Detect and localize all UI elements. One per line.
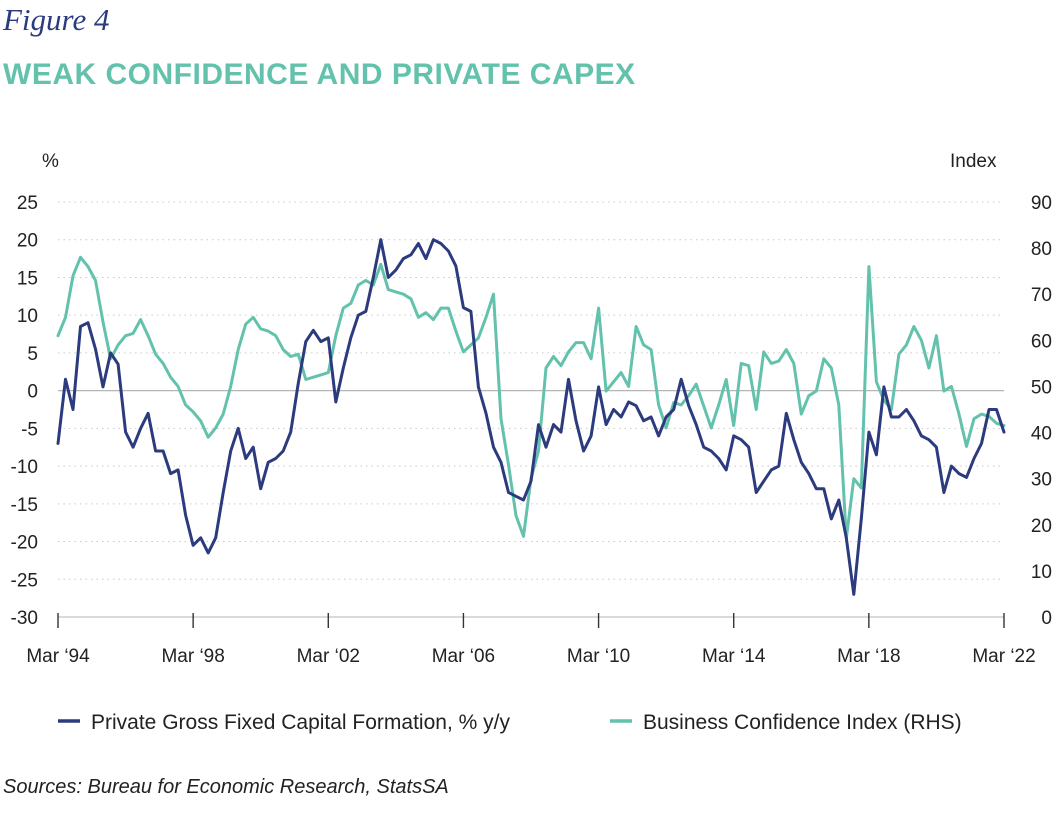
left-tick-label: 15 — [17, 268, 38, 289]
left-tick-label: 25 — [17, 193, 38, 214]
x-tick-label: Mar ‘10 — [567, 646, 630, 667]
legend-label-confidence: Business Confidence Index (RHS) — [643, 711, 962, 734]
left-tick-label: -5 — [21, 419, 38, 440]
confidence-line — [56, 255, 1006, 541]
left-tick-label: 5 — [27, 344, 38, 365]
left-tick-label: -30 — [11, 608, 38, 629]
x-tick-label: Mar ‘94 — [26, 646, 90, 667]
right-tick-label: 30 — [1031, 470, 1052, 491]
right-tick-label: 50 — [1031, 377, 1052, 398]
right-tick-label: 80 — [1031, 239, 1052, 260]
right-tick-label: 40 — [1031, 424, 1052, 445]
left-tick-label: 10 — [17, 306, 38, 327]
left-tick-label: 0 — [27, 382, 38, 403]
left-tick-label: -10 — [11, 457, 38, 478]
sources-note: Sources: Bureau for Economic Research, S… — [3, 776, 449, 798]
gridlines — [58, 201, 1004, 618]
right-axis-label: Index — [950, 151, 997, 172]
right-tick-label: 0 — [1041, 608, 1052, 629]
right-tick-label: 20 — [1031, 516, 1052, 537]
capex-line — [56, 238, 1006, 596]
right-tick-label: 90 — [1031, 193, 1052, 214]
x-tick-label: Mar ‘98 — [161, 646, 224, 667]
legend-label-capex: Private Gross Fixed Capital Formation, %… — [91, 711, 510, 734]
x-tick-label: Mar ‘06 — [432, 646, 495, 667]
right-tick-label: 70 — [1031, 285, 1052, 306]
right-tick-label: 60 — [1031, 331, 1052, 352]
x-tick-label: Mar ‘14 — [702, 646, 766, 667]
series-lines — [56, 238, 1006, 596]
x-tick-label: Mar ‘02 — [297, 646, 360, 667]
right-tick-label: 10 — [1031, 562, 1052, 583]
left-tick-label: -20 — [11, 533, 38, 554]
legend: Private Gross Fixed Capital Formation, %… — [58, 711, 962, 734]
chart-title: WEAK CONFIDENCE AND PRIVATE CAPEX — [3, 58, 636, 91]
left-tick-label: -25 — [11, 570, 38, 591]
figure-label: Figure 4 — [3, 2, 110, 37]
left-tick-label: 20 — [17, 231, 38, 252]
left-tick-label: -15 — [11, 495, 38, 516]
x-tick-label: Mar ‘22 — [972, 646, 1035, 667]
left-axis-label: % — [42, 151, 59, 172]
x-tick-label: Mar ‘18 — [837, 646, 900, 667]
axes: % Index 2520151050-5-10-15-20-25-3090807… — [11, 151, 1052, 667]
